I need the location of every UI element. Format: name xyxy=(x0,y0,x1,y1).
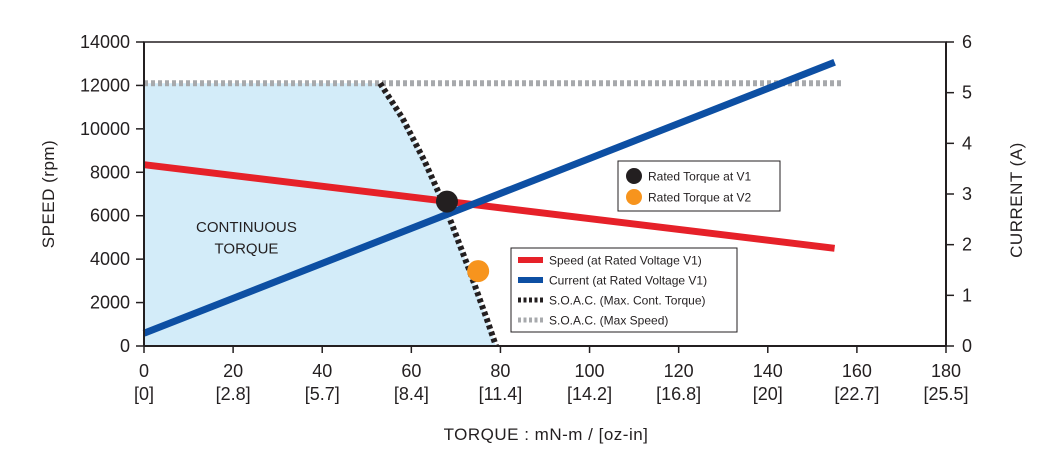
y-right-tick-label: 3 xyxy=(962,184,972,204)
legend-soac-max-speed-label: S.O.A.C. (Max Speed) xyxy=(549,314,668,328)
x-tick-label-secondary: [2.8] xyxy=(216,384,251,404)
x-axis-title: TORQUE : mN-m / [oz-in] xyxy=(444,425,649,444)
y-left-tick-label: 8000 xyxy=(90,162,130,182)
current-line xyxy=(142,59,836,337)
x-tick-label-secondary: [16.8] xyxy=(656,384,701,404)
y-left-tick-label: 12000 xyxy=(80,75,130,95)
x-tick-label: 40 xyxy=(312,361,332,381)
x-tick-label: 160 xyxy=(842,361,872,381)
x-tick-label: 80 xyxy=(490,361,510,381)
y-left-tick-label: 14000 xyxy=(80,32,130,52)
y-left-tick-label: 6000 xyxy=(90,206,130,226)
y-right-tick-label: 4 xyxy=(962,133,972,153)
x-tick-label-secondary: [25.5] xyxy=(923,384,968,404)
x-tick-label: 140 xyxy=(753,361,783,381)
points-legend: Rated Torque at V1 Rated Torque at V2 xyxy=(617,160,781,212)
y-left-tick-label: 2000 xyxy=(90,293,130,313)
x-tick-label-secondary: [14.2] xyxy=(567,384,612,404)
y-right-tick-label: 5 xyxy=(962,83,972,103)
legend-soac-max-cont-torque-label: S.O.A.C. (Max. Cont. Torque) xyxy=(549,294,706,308)
x-tick-label-secondary: [0] xyxy=(134,384,154,404)
legend-rated-torque-v2-label: Rated Torque at V2 xyxy=(648,191,752,205)
x-tick-label: 100 xyxy=(575,361,605,381)
x-tick-label: 120 xyxy=(664,361,694,381)
x-tick-label-secondary: [8.4] xyxy=(394,384,429,404)
x-tick-label: 60 xyxy=(401,361,421,381)
legend-rated-torque-v1-label: Rated Torque at V1 xyxy=(648,170,752,184)
series-legend: Speed (at Rated Voltage V1) Current (at R… xyxy=(510,247,738,333)
rated-torque-v2-point xyxy=(467,260,490,283)
y-axis-right-title: CURRENT (A) xyxy=(1007,142,1026,258)
y-right-tick-label: 1 xyxy=(962,285,972,305)
points-legend-box xyxy=(617,160,781,212)
legend-speed-label: Speed (at Rated Voltage V1) xyxy=(549,254,702,268)
x-tick-label-secondary: [20] xyxy=(753,384,783,404)
y-left-tick-label: 4000 xyxy=(90,249,130,269)
x-tick-label-secondary: [5.7] xyxy=(305,384,340,404)
rated-torque-v1-point xyxy=(435,190,458,213)
x-tick-label: 180 xyxy=(931,361,961,381)
series-layer xyxy=(142,59,844,347)
legend-rated-torque-v1-marker xyxy=(626,168,642,184)
y-right-tick-label: 6 xyxy=(962,32,972,52)
y-left-tick-label: 10000 xyxy=(80,119,130,139)
x-tick-label: 0 xyxy=(139,361,149,381)
legend-current-label: Current (at Rated Voltage V1) xyxy=(549,274,707,288)
speed-line xyxy=(143,161,836,252)
region-label-line-2: TORQUE xyxy=(215,241,279,258)
continuous-torque-area xyxy=(144,83,496,346)
y-right-tick-label: 2 xyxy=(962,235,972,255)
continuous-torque-region xyxy=(144,83,496,346)
y-axis-left-title: SPEED (rpm) xyxy=(39,140,58,248)
x-tick-label-secondary: [11.4] xyxy=(479,384,523,404)
points-layer xyxy=(435,190,490,283)
x-tick-label: 20 xyxy=(223,361,243,381)
y-left-tick-label: 0 xyxy=(120,336,130,356)
x-tick-label-secondary: [22.7] xyxy=(834,384,879,404)
y-right-tick-label: 0 xyxy=(962,336,972,356)
series-legend-box xyxy=(510,247,738,333)
axes-layer: 0[0]20[2.8]40[5.7]60[8.4]80[11.4]100[14.… xyxy=(80,32,972,404)
legend-rated-torque-v2-marker xyxy=(626,189,642,205)
region-label-line-1: CONTINUOUS xyxy=(196,219,297,236)
soac-max-cont-torque-curve xyxy=(377,81,499,347)
